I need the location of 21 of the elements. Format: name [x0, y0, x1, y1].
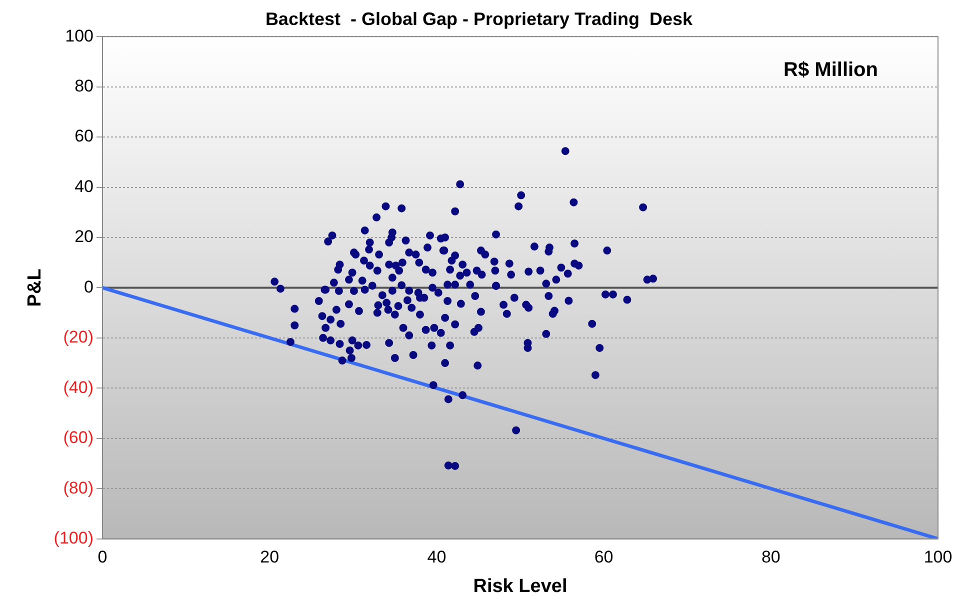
- x-tick-label: 80: [761, 548, 780, 567]
- x-tick-label: 100: [924, 548, 952, 567]
- y-tick-label: 40: [74, 176, 94, 196]
- y-tick-label: 20: [74, 227, 94, 246]
- y-axis-title: P&L: [24, 268, 46, 307]
- y-tick-label: 60: [74, 126, 94, 146]
- y-tick-label: (60): [63, 428, 94, 448]
- x-tick-label: 40: [427, 548, 446, 567]
- x-tick-label: 20: [260, 548, 280, 567]
- y-tick-label: 100: [65, 26, 94, 46]
- y-tick-label: (20): [63, 328, 94, 347]
- x-tick-label: 60: [594, 548, 614, 567]
- x-tick-label: 0: [98, 548, 108, 567]
- y-tick-label: (40): [63, 378, 94, 397]
- x-axis-title: Risk Level: [473, 576, 568, 597]
- annotation: R$ Million: [784, 59, 878, 82]
- y-tick-label: (100): [54, 528, 94, 548]
- y-tick-label: 80: [74, 76, 94, 96]
- y-tick-label: (80): [63, 478, 94, 498]
- chart-title: Backtest - Global Gap - Proprietary Trading Desk: [265, 8, 694, 29]
- y-tick-label: 0: [84, 277, 94, 296]
